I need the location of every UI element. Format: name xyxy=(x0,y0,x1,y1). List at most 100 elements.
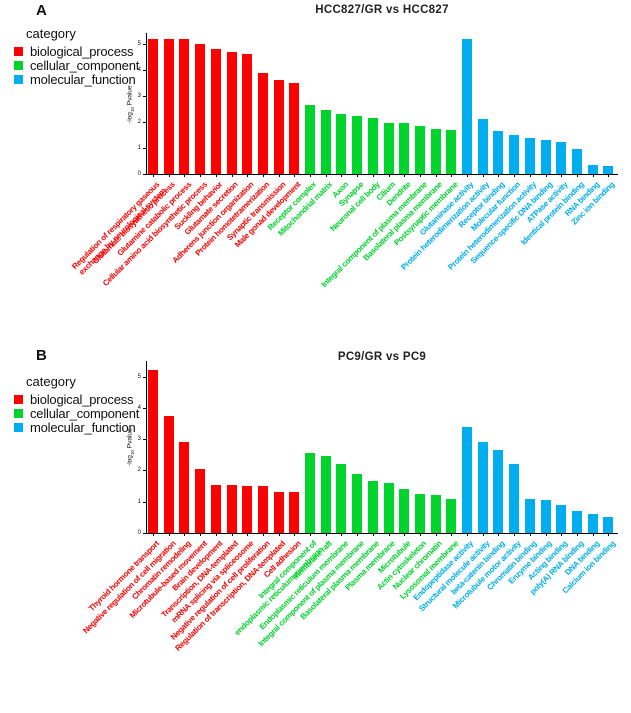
x-axis-tick xyxy=(372,533,374,536)
x-axis-tick xyxy=(467,174,468,177)
bar xyxy=(367,481,378,533)
x-axis-tick xyxy=(451,174,453,177)
y-axis-tick xyxy=(143,376,146,378)
y-axis-tick-label: 0 xyxy=(137,171,141,177)
bar xyxy=(603,517,614,533)
x-axis-tick xyxy=(184,533,186,536)
bar xyxy=(367,118,378,174)
bar xyxy=(242,486,253,533)
x-axis-tick xyxy=(388,533,390,536)
bar xyxy=(446,498,457,533)
bar xyxy=(587,514,598,533)
y-axis-tick xyxy=(143,70,146,71)
x-axis-tick xyxy=(529,174,531,177)
bar xyxy=(163,415,174,533)
x-axis-tick xyxy=(341,174,343,177)
panel-a-title: HCC827/GR vs HCC827 xyxy=(315,4,449,16)
bar xyxy=(242,54,253,174)
bar xyxy=(524,498,535,533)
x-axis-tick xyxy=(325,533,327,536)
legend-title: category xyxy=(26,374,76,389)
x-axis-tick xyxy=(357,174,359,177)
x-axis-tick xyxy=(482,533,484,536)
bar xyxy=(383,482,394,533)
y-axis-tick xyxy=(143,533,146,534)
x-axis-tick xyxy=(153,533,154,536)
legend-item-label: molecular_function xyxy=(30,419,136,435)
panel-a: A HCC827/GR vs HCC827 category biologica… xyxy=(0,0,631,345)
x-axis-tick xyxy=(200,174,202,177)
bar xyxy=(587,164,598,174)
y-axis-line xyxy=(146,33,147,174)
x-axis-tick xyxy=(404,174,406,177)
bar xyxy=(446,129,457,174)
bar xyxy=(399,489,410,533)
bar xyxy=(289,83,300,174)
bar xyxy=(305,105,315,174)
y-axis-tick-label: 4 xyxy=(137,67,141,73)
x-axis-tick xyxy=(498,533,500,536)
bar xyxy=(571,149,582,174)
x-axis-line xyxy=(146,174,618,175)
y-axis-tick xyxy=(143,174,146,175)
bar xyxy=(509,464,520,533)
bar xyxy=(493,450,504,533)
bar xyxy=(430,495,441,533)
x-axis-tick xyxy=(341,533,343,536)
bar xyxy=(210,484,221,533)
bar xyxy=(477,119,488,174)
bar xyxy=(336,464,347,533)
legend-item-label: biological_process xyxy=(30,43,134,59)
x-axis-tick xyxy=(262,533,264,536)
bar xyxy=(179,442,190,533)
bar xyxy=(320,110,331,174)
x-axis-tick xyxy=(545,533,547,536)
x-axis-tick xyxy=(247,174,249,177)
y-axis-tick xyxy=(143,501,146,503)
bar xyxy=(603,166,614,174)
bar xyxy=(414,493,425,533)
bar xyxy=(257,72,268,174)
legend-swatch-icon xyxy=(14,394,23,404)
x-axis-tick xyxy=(388,174,390,177)
bar xyxy=(399,123,410,174)
y-axis-tick-label: 5 xyxy=(137,41,141,47)
bar xyxy=(462,38,472,174)
legend-item-cellular_component: cellular_component xyxy=(8,405,198,421)
x-axis-tick xyxy=(467,533,468,536)
x-axis-tick xyxy=(262,174,264,177)
legend-item-molecular_function: molecular_function xyxy=(8,419,198,435)
y-axis-line xyxy=(146,361,147,533)
y-axis-tick xyxy=(143,470,146,472)
panel-b: B PC9/GR vs PC9 category biological_proc… xyxy=(0,345,631,713)
y-axis-tick xyxy=(143,407,146,409)
panel-a-letter: A xyxy=(36,2,47,19)
x-axis-tick xyxy=(215,174,217,177)
bar xyxy=(524,137,535,174)
bar xyxy=(163,38,174,174)
x-axis-tick xyxy=(184,174,186,177)
x-axis-tick xyxy=(231,174,233,177)
y-axis-tick xyxy=(143,96,146,97)
legend-item-label: cellular_component xyxy=(30,405,140,421)
x-axis-tick xyxy=(310,174,311,177)
y-axis-tick xyxy=(143,439,146,441)
legend-item-cellular_component: cellular_component xyxy=(8,58,198,73)
y-axis-title: -log10 Pvalue xyxy=(126,428,135,466)
x-axis-tick xyxy=(310,533,311,536)
x-axis-tick xyxy=(200,533,202,536)
x-axis-tick xyxy=(294,533,296,536)
bar xyxy=(320,456,331,533)
x-axis-line xyxy=(146,533,618,534)
legend-swatch-icon xyxy=(14,422,23,432)
legend-items: biological_process cellular_component mole… xyxy=(8,392,198,435)
bar xyxy=(273,80,284,174)
bar xyxy=(462,426,472,533)
x-axis-tick xyxy=(576,533,578,536)
legend-item-biological_process: biological_process xyxy=(8,392,198,407)
legend-title: category xyxy=(26,26,76,41)
x-axis-tick xyxy=(278,174,280,177)
panel-a-legend: category biological_process cellular_comp… xyxy=(8,26,198,87)
legend-swatch-icon xyxy=(14,46,23,56)
legend-item-molecular_function: molecular_function xyxy=(8,72,198,87)
